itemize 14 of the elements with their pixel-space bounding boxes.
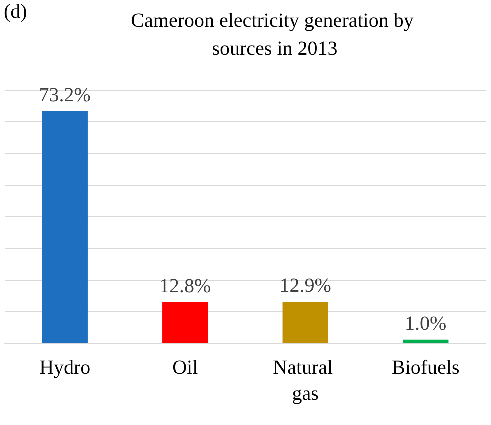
bar [282, 302, 328, 343]
x-tick-label: Hydro [40, 357, 91, 379]
data-label: 12.8% [160, 276, 212, 298]
chart-title: Cameroon electricity generation by sources in 2013 [131, 10, 419, 60]
x-tick-label: Oil [172, 357, 199, 379]
bar [42, 112, 88, 343]
data-label: 1.0% [405, 312, 447, 335]
data-label: 73.2% [39, 84, 91, 107]
text: (d) [4, 1, 28, 23]
x-tick-label: Biofuels [392, 357, 460, 379]
bar [162, 302, 208, 343]
bar [403, 340, 449, 343]
x-tick-label: Natural gas [273, 357, 338, 405]
data-label: 12.9% [280, 275, 332, 298]
